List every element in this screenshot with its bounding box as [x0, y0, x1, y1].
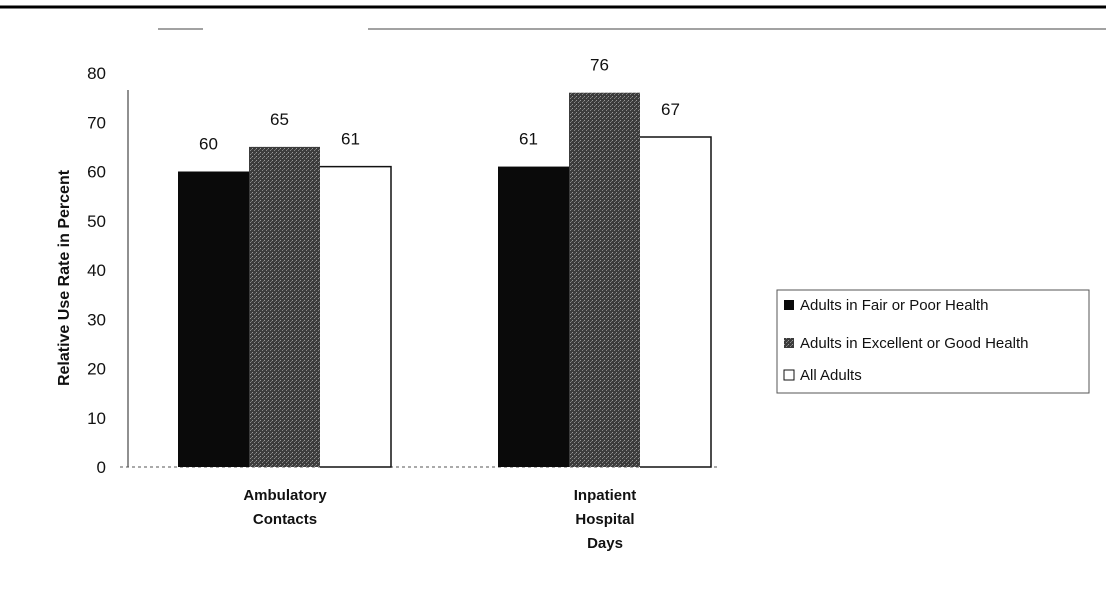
y-axis-label: Relative Use Rate in Percent [56, 169, 73, 386]
legend-label-all-adults: All Adults [800, 367, 862, 384]
bar-all-adults [640, 136, 712, 468]
legend-box [776, 289, 1090, 394]
bar-all-adults [320, 165, 392, 468]
y-tick-label: 0 [97, 458, 106, 477]
data-labels: 60 61 65 76 61 67 [199, 56, 680, 154]
data-label: 60 [199, 135, 218, 154]
category-label: Inpatient Hospital Days [574, 487, 637, 552]
y-tick-label: 60 [87, 163, 106, 182]
bars [178, 92, 712, 468]
y-tick-label: 70 [87, 113, 106, 132]
legend-swatch-fair-poor [784, 300, 794, 310]
data-label: 67 [661, 100, 680, 119]
legend-swatch-all-adults [783, 369, 795, 381]
legend-label-excellent-good: Adults in Excellent or Good Health [800, 335, 1028, 352]
y-tick-label: 80 [87, 64, 106, 83]
legend-label-fair-poor: Adults in Fair or Poor Health [800, 297, 988, 314]
data-label: 61 [519, 130, 538, 149]
data-label: 65 [270, 110, 289, 129]
bar-excellent-good-health [249, 146, 320, 467]
y-tick-label: 50 [87, 212, 106, 231]
legend: Adults in Fair or Poor Health Adults in … [776, 289, 1090, 394]
bar-fair-poor-health [498, 166, 569, 467]
category-label: Ambulatory Contacts [243, 487, 327, 528]
data-label: 76 [590, 56, 609, 75]
y-tick-label: 10 [87, 409, 106, 428]
y-tick-label: 30 [87, 310, 106, 329]
y-tick-label: 40 [87, 261, 106, 280]
category-labels: Ambulatory Contacts Inpatient Hospital Days [243, 487, 636, 552]
data-label: 61 [341, 130, 360, 149]
y-tick-label: 20 [87, 360, 106, 379]
legend-swatch-excellent-good [784, 338, 794, 348]
bar-excellent-good-health [569, 92, 640, 467]
y-tick-labels: 0 10 20 30 40 50 60 70 80 [87, 64, 106, 477]
bar-fair-poor-health [178, 171, 249, 467]
